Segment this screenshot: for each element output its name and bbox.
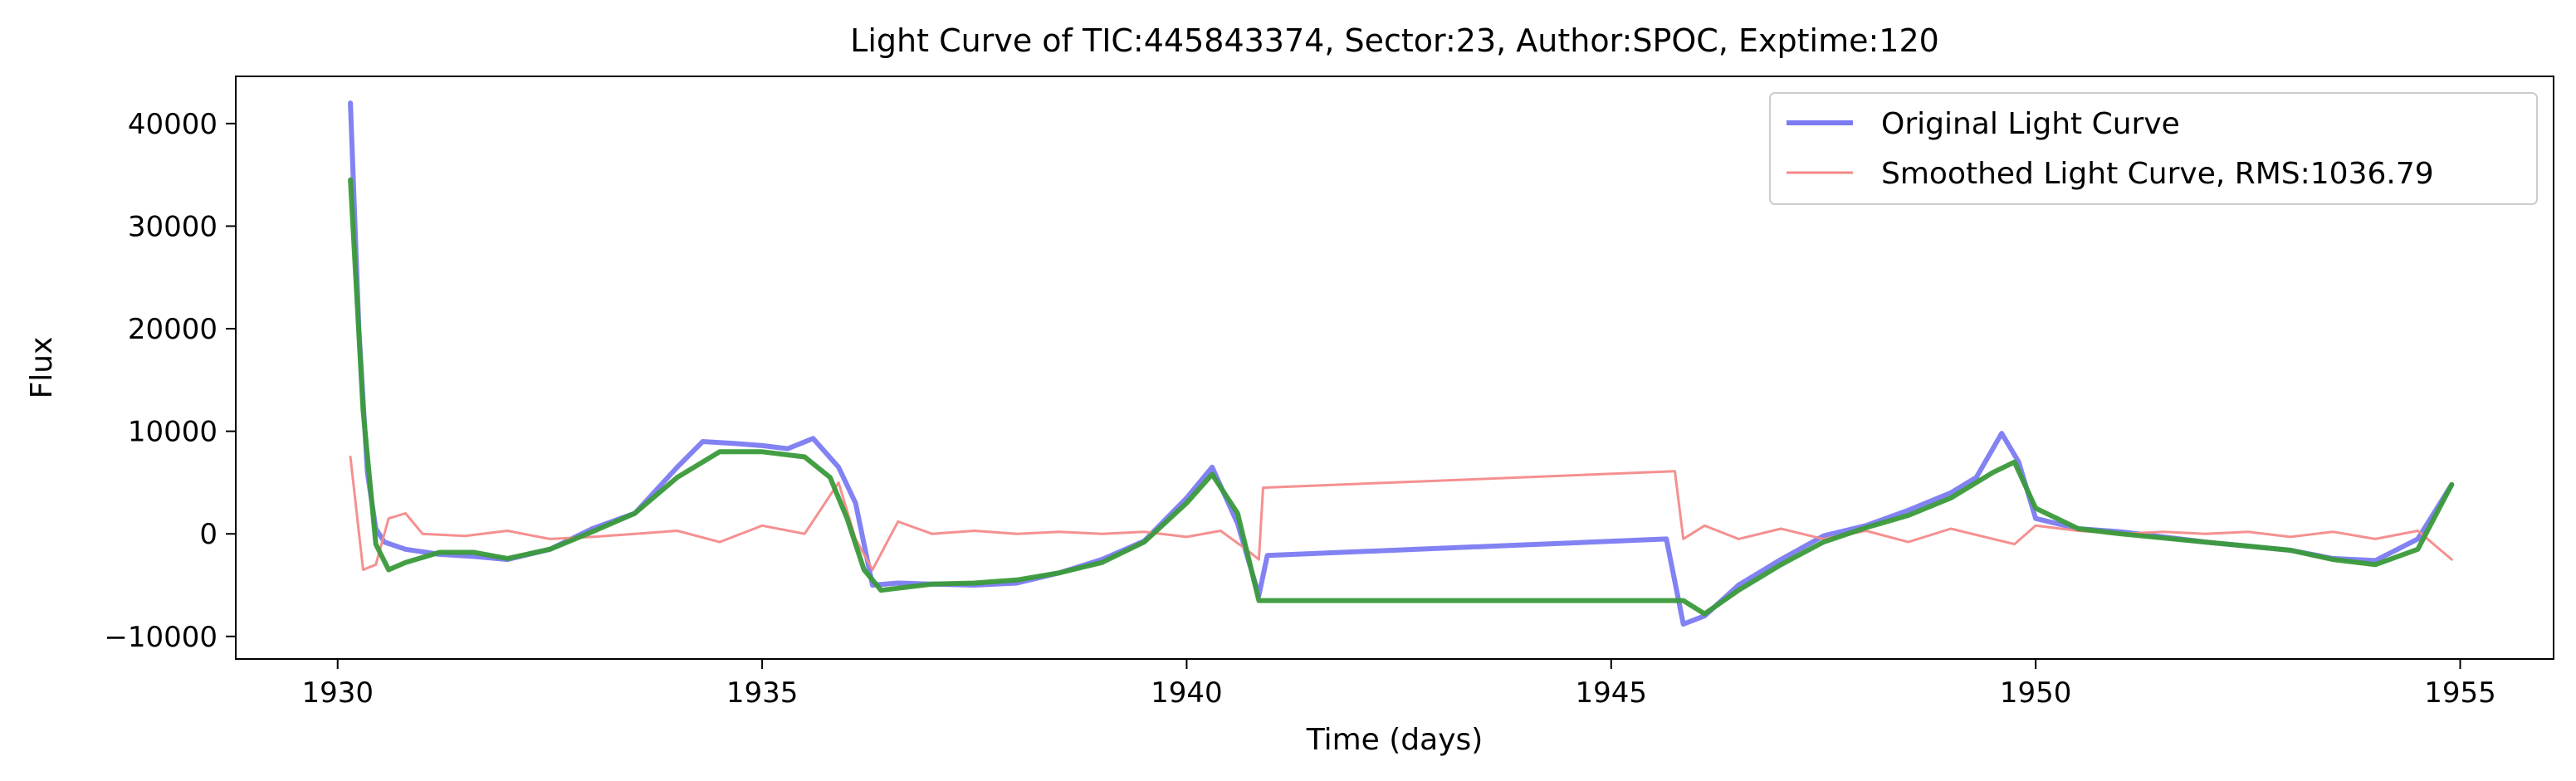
y-axis-ticks: −10000 0 10000 20000 30000 40000 (104, 108, 236, 654)
legend-label-original: Original Light Curve (1881, 107, 2180, 141)
legend: Original Light Curve Smoothed Light Curv… (1769, 92, 2538, 205)
x-tick-label: 1935 (726, 676, 799, 710)
series-layer (348, 100, 2455, 627)
legend-box (1769, 92, 2538, 205)
y-tick-label: 10000 (128, 416, 218, 449)
series-line-trend (348, 177, 2455, 617)
y-tick-label: 30000 (128, 210, 218, 243)
x-axis-ticks: 1930 1935 1940 1945 1950 1955 (301, 659, 2496, 710)
y-axis-label: Flux (25, 337, 59, 399)
x-tick-label: 1945 (1576, 676, 1648, 710)
y-tick-label: 20000 (128, 313, 218, 346)
x-tick-label: 1950 (2000, 676, 2072, 710)
x-tick-label: 1955 (2424, 676, 2496, 710)
y-tick-label: −10000 (104, 621, 218, 654)
plot-area (235, 76, 2554, 660)
chart-title: Light Curve of TIC:445843374, Sector:23,… (850, 22, 1939, 59)
legend-label-smoothed: Smoothed Light Curve, RMS:1036.79 (1881, 157, 2434, 191)
axes-frame (235, 76, 2554, 660)
y-tick-label: 0 (199, 518, 218, 551)
x-tick-label: 1930 (301, 676, 374, 710)
x-axis-label: Time (days) (1306, 723, 1484, 757)
y-tick-label: 40000 (128, 108, 218, 141)
x-tick-label: 1940 (1151, 676, 1223, 710)
